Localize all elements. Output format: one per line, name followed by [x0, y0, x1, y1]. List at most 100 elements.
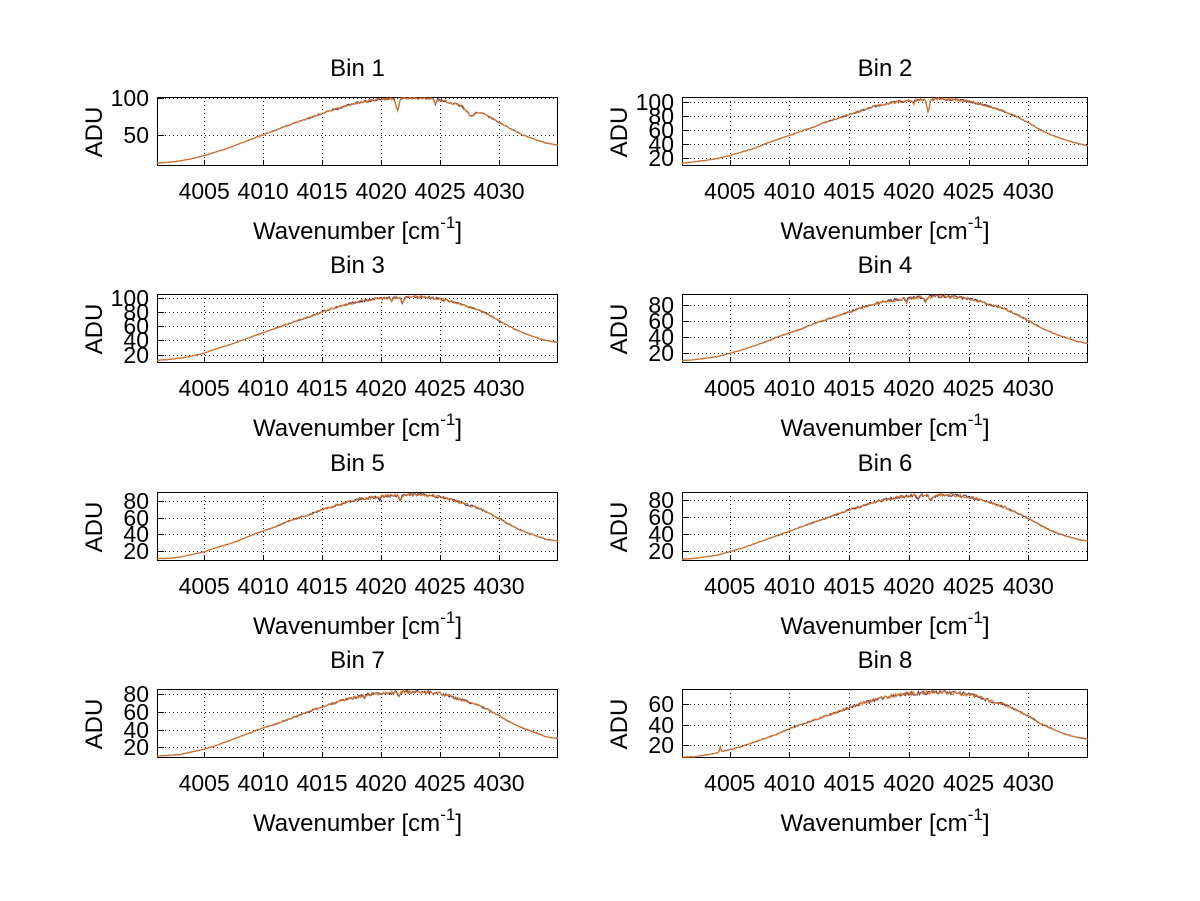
x-axis-label-bracket: ] — [455, 613, 462, 640]
x-tick-label: 4005 — [178, 375, 230, 401]
x-tick-label: 4025 — [942, 178, 995, 204]
x-axis-label: Wavenumber [cm-1] — [682, 605, 1088, 640]
y-tick-label: 60 — [648, 690, 674, 717]
x-tick-label: 4015 — [823, 770, 875, 796]
x-axis-label: Wavenumber [cm-1] — [157, 210, 558, 245]
y-tick-label: 20 — [123, 734, 149, 761]
x-tick-label: 4015 — [296, 770, 348, 796]
x-tick-label: 4030 — [1002, 178, 1054, 204]
x-tick-label: 4030 — [473, 375, 525, 401]
y-tick-label: 50 — [123, 121, 149, 148]
spectrum-trace-under — [156, 97, 558, 164]
x-axis-label: Wavenumber [cm-1] — [682, 802, 1088, 837]
x-tick-label: 4030 — [1002, 573, 1054, 599]
spectrum-trace-under — [156, 492, 559, 560]
x-tick-label: 4010 — [763, 375, 816, 401]
x-tick-label: 4030 — [1002, 375, 1054, 401]
spectrum-trace-under — [681, 689, 1089, 758]
x-axis-label-bracket: ] — [982, 810, 990, 837]
spectrum-trace — [156, 96, 559, 164]
spectrum-trace-under — [156, 295, 559, 361]
x-tick-label: 4005 — [704, 770, 756, 796]
spectrum-trace — [681, 492, 1089, 560]
x-axis-label-text: Wavenumber [cm — [780, 613, 968, 640]
x-tick-label: 4005 — [704, 375, 756, 401]
x-tick-label: 4005 — [704, 178, 756, 204]
y-tick-label: 60 — [648, 503, 674, 530]
spectrum-trace — [156, 492, 559, 560]
subplot-title: Bin 6 — [857, 450, 913, 477]
subplot-axes-5 — [156, 492, 559, 561]
y-tick-label: 100 — [110, 285, 149, 312]
y-tick-label: 40 — [648, 520, 674, 547]
x-axis-label: Wavenumber [cm-1] — [157, 605, 558, 640]
x-tick-label: 4015 — [823, 178, 875, 204]
spectrum-trace — [681, 96, 1088, 164]
subplot-title: Bin 1 — [330, 55, 385, 82]
subplot-title: Bin 4 — [857, 252, 913, 279]
y-tick-label: 60 — [123, 504, 149, 531]
subplot-title: Bin 3 — [330, 252, 385, 279]
x-tick-label: 4020 — [355, 770, 407, 796]
y-tick-label: 20 — [648, 732, 674, 759]
axes-box — [157, 294, 558, 363]
y-tick-label: 20 — [648, 537, 674, 564]
x-axis-label-exponent: -1 — [440, 213, 456, 232]
x-tick-label: 4030 — [473, 770, 525, 796]
x-axis-label-bracket: ] — [982, 613, 990, 640]
y-tick-label: 80 — [648, 102, 674, 129]
x-tick-label: 4010 — [763, 770, 816, 796]
x-axis-label-exponent: -1 — [967, 608, 983, 627]
y-tick-label: 60 — [648, 307, 674, 334]
x-axis-label-bracket: ] — [455, 218, 462, 245]
x-axis-label: Wavenumber [cm-1] — [157, 407, 558, 442]
x-axis-label-text: Wavenumber [cm — [780, 415, 968, 442]
x-tick-label: 4030 — [1002, 770, 1054, 796]
subplot-axes-2 — [681, 96, 1089, 166]
x-axis-label-text: Wavenumber [cm — [253, 613, 441, 640]
y-tick-label: 40 — [648, 324, 674, 351]
x-axis-label-exponent: -1 — [440, 410, 456, 429]
x-tick-label: 4020 — [883, 178, 935, 204]
x-tick-label: 4025 — [414, 375, 466, 401]
subplot-axes-6 — [681, 492, 1089, 561]
x-tick-label: 4020 — [355, 573, 407, 599]
y-tick-label: 80 — [123, 488, 149, 515]
subplot-title: Bin 8 — [857, 647, 913, 674]
x-tick-label: 4020 — [883, 770, 935, 796]
x-tick-label: 4010 — [763, 178, 816, 204]
y-tick-label: 40 — [123, 716, 149, 743]
subplot-title: Bin 2 — [857, 55, 913, 82]
x-axis-label-bracket: ] — [455, 415, 462, 442]
y-tick-label: 20 — [123, 538, 149, 565]
x-tick-label: 4005 — [704, 573, 756, 599]
spectrum-trace — [681, 689, 1089, 758]
x-tick-label: 4010 — [763, 573, 816, 599]
x-axis-label: Wavenumber [cm-1] — [682, 407, 1088, 442]
x-tick-label: 4020 — [883, 375, 935, 401]
x-tick-label: 4020 — [355, 375, 407, 401]
x-axis-label-text: Wavenumber [cm — [780, 218, 968, 245]
x-tick-label: 4020 — [355, 178, 407, 204]
y-tick-label: 80 — [123, 681, 149, 708]
spectrum-trace — [681, 293, 1089, 362]
x-axis-label-text: Wavenumber [cm — [253, 415, 441, 442]
y-tick-label: 100 — [110, 84, 149, 111]
spectrum-trace-under — [682, 294, 1089, 362]
x-axis-label-bracket: ] — [982, 415, 990, 442]
x-tick-label: 4025 — [414, 178, 466, 204]
axes-box — [157, 492, 558, 561]
subplot-axes-7 — [156, 688, 559, 758]
x-tick-label: 4015 — [296, 178, 348, 204]
axes-box — [682, 294, 1088, 363]
y-tick-label: 20 — [123, 341, 149, 368]
x-axis-label-text: Wavenumber [cm — [253, 810, 441, 837]
y-tick-label: 80 — [123, 299, 149, 326]
x-axis-label: Wavenumber [cm-1] — [682, 210, 1088, 245]
x-tick-label: 4015 — [823, 375, 875, 401]
x-tick-label: 4030 — [473, 573, 525, 599]
axes-box — [682, 492, 1088, 561]
x-tick-label: 4015 — [296, 375, 348, 401]
y-tick-label: 60 — [123, 699, 149, 725]
